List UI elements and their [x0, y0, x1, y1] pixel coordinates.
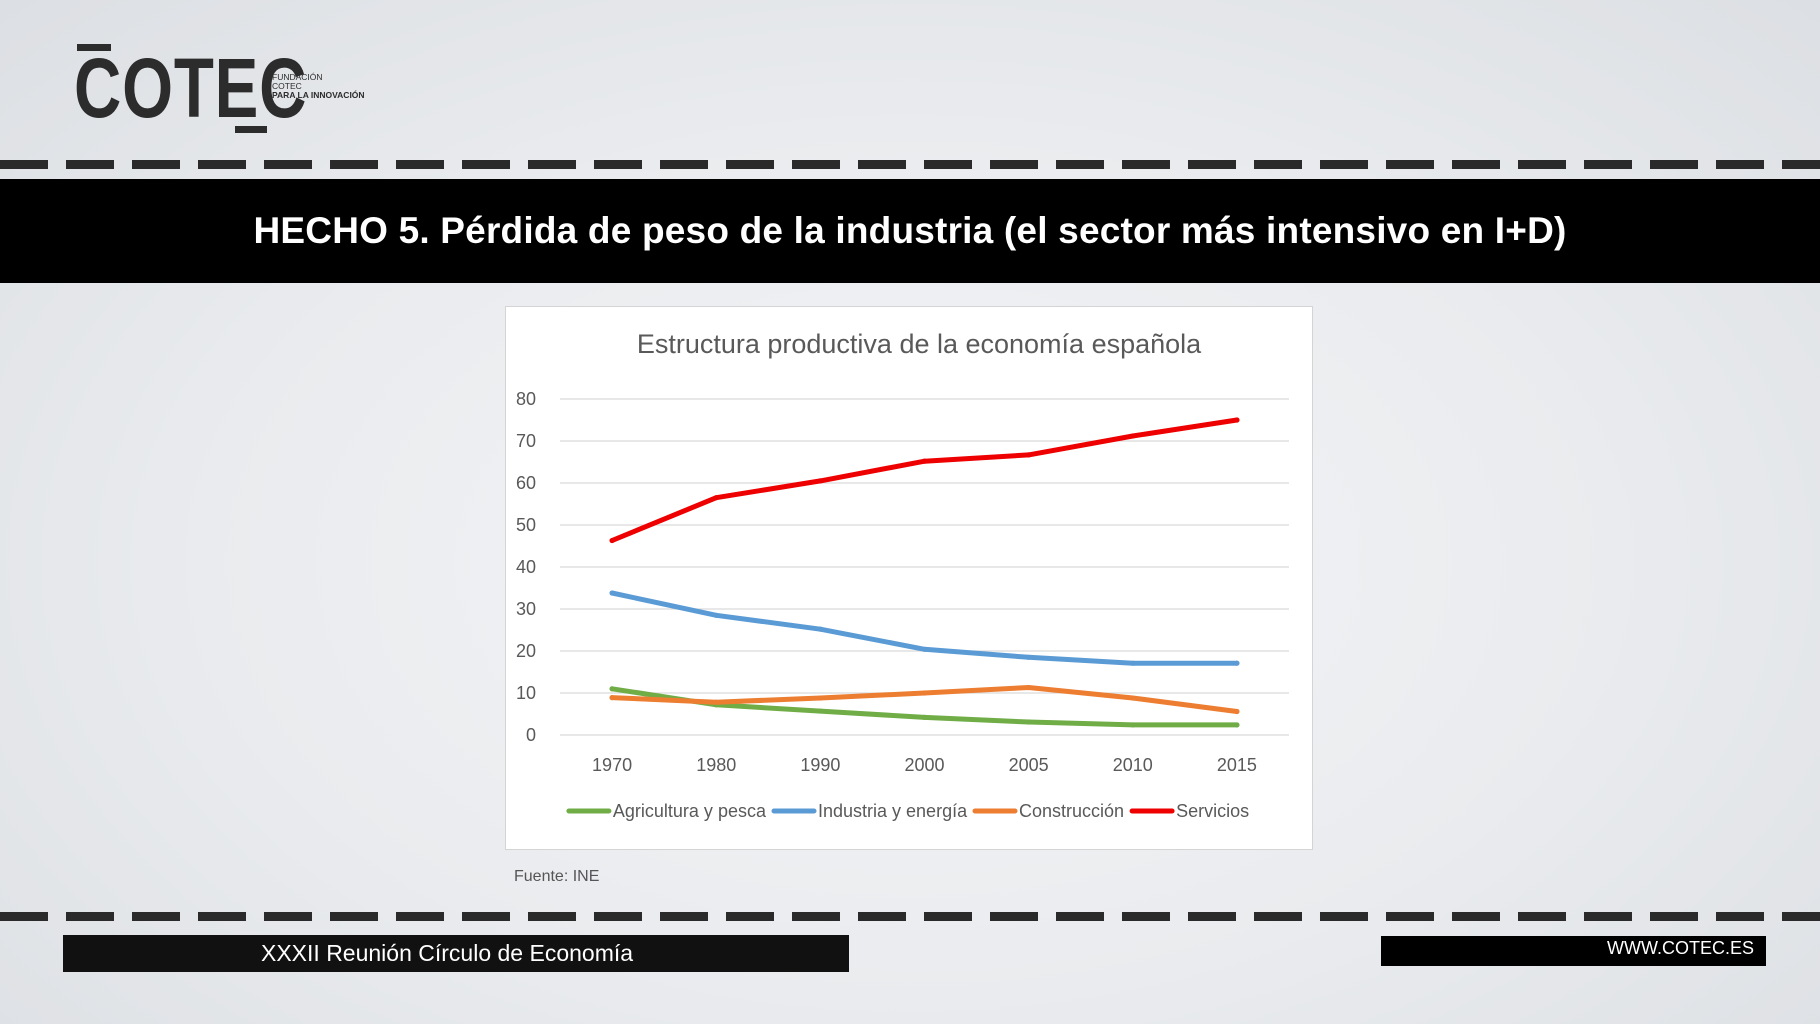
legend-label: Construcción: [1019, 801, 1124, 821]
title-band: HECHO 5. Pérdida de peso de la industria…: [0, 179, 1820, 283]
legend-label: Agricultura y pesca: [613, 801, 767, 821]
data-point: [1026, 654, 1032, 660]
series-line-2: [609, 590, 1240, 666]
data-point: [921, 714, 928, 720]
y-tick-label: 30: [516, 599, 536, 619]
legend-item: Agricultura y pesca: [566, 801, 767, 821]
data-point: [713, 699, 719, 705]
data-point: [817, 708, 823, 714]
y-tick-label: 40: [516, 557, 536, 577]
data-point: [921, 646, 928, 652]
chart-series: [609, 417, 1240, 728]
data-point: [1026, 719, 1032, 725]
x-axis-ticks: 1970 1980 1990 2000 2005 2010 2015: [592, 755, 1257, 775]
dashed-divider-bottom: [0, 912, 1820, 921]
data-point: [609, 686, 615, 692]
logo-subtitle: FUNDACIÓN COTEC PARA LA INNOVACIÓN: [272, 73, 365, 100]
data-point: [1234, 660, 1240, 666]
logo-subtitle-line-2: COTEC: [272, 81, 302, 91]
x-tick-label: 1970: [592, 755, 632, 775]
series-line-4: [609, 417, 1240, 543]
data-point: [1130, 695, 1136, 701]
y-tick-label: 0: [526, 725, 536, 745]
logo-subtitle-line-1: FUNDACIÓN: [272, 72, 323, 82]
data-point: [1026, 452, 1032, 458]
logo-subtitle-line-3: PARA LA INNOVACIÓN: [272, 90, 365, 100]
data-point: [817, 478, 823, 484]
legend-label: Industria y energía: [818, 801, 968, 821]
data-point: [609, 537, 615, 544]
legend-item: Servicios: [1129, 801, 1249, 821]
data-point: [1130, 722, 1136, 728]
y-tick-label: 20: [516, 641, 536, 661]
data-point: [817, 695, 823, 701]
chart-panel: Estructura productiva de la economía esp…: [505, 306, 1313, 850]
legend-item: Industria y energía: [771, 801, 968, 821]
y-tick-label: 50: [516, 515, 536, 535]
y-tick-label: 80: [516, 389, 536, 409]
x-tick-label: 2005: [1009, 755, 1049, 775]
x-tick-label: 1990: [800, 755, 840, 775]
data-point: [1234, 722, 1240, 728]
data-point: [1234, 708, 1240, 715]
x-tick-label: 1980: [696, 755, 736, 775]
logo-wordmark: COTEC: [74, 41, 308, 135]
data-point: [713, 612, 719, 618]
dashed-divider-top: [0, 160, 1820, 169]
source-note: Fuente: INE: [514, 868, 600, 885]
y-tick-label: 60: [516, 473, 536, 493]
data-point: [1130, 433, 1136, 439]
y-tick-label: 10: [516, 683, 536, 703]
data-point: [1130, 660, 1136, 666]
chart-legend: Agricultura y pesca Industria y energía Co…: [566, 801, 1249, 821]
chart-title: Estructura productiva de la economía esp…: [637, 329, 1202, 359]
x-tick-label: 2010: [1113, 755, 1153, 775]
slide-title: HECHO 5. Pérdida de peso de la industria…: [253, 210, 1567, 251]
data-point: [817, 626, 823, 632]
legend-label: Servicios: [1176, 801, 1249, 821]
logo-bar-top: [77, 44, 111, 51]
legend-item: Construcción: [972, 801, 1124, 821]
data-point: [1026, 684, 1032, 691]
logo-bar-bottom: [235, 126, 267, 133]
chart-gridlines: [560, 398, 1289, 736]
data-point: [713, 495, 719, 501]
x-tick-label: 2015: [1217, 755, 1257, 775]
data-point: [1234, 417, 1240, 423]
footer-website-link[interactable]: WWW.COTEC.ES: [1381, 936, 1766, 966]
line-chart: Estructura productiva de la economía esp…: [516, 329, 1289, 821]
x-tick-label: 2000: [904, 755, 944, 775]
y-axis-ticks: 0 10 20 30 40 50 60 70 80: [516, 389, 536, 745]
y-tick-label: 70: [516, 431, 536, 451]
data-point: [609, 590, 615, 596]
data-point: [609, 695, 615, 701]
cotec-logo: COTEC FUNDACIÓN COTEC PARA LA INNOVACIÓN: [74, 42, 394, 137]
data-point: [921, 458, 928, 464]
footer-event-label: XXXII Reunión Círculo de Economía: [63, 935, 849, 972]
data-point: [921, 690, 928, 696]
